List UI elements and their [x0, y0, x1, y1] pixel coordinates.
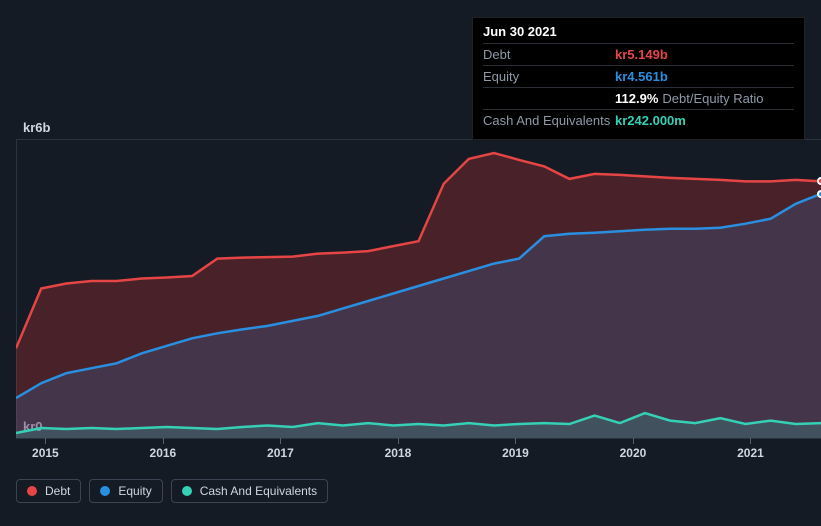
tooltip-label: Equity: [483, 69, 615, 84]
tooltip-label: Cash And Equivalents: [483, 113, 615, 128]
legend: Debt Equity Cash And Equivalents: [16, 479, 328, 503]
tooltip-value-cash: kr242.000m: [615, 113, 686, 128]
legend-label: Equity: [118, 484, 151, 498]
x-tick: [633, 438, 634, 444]
tooltip-value-debt: kr5.149b: [615, 47, 668, 62]
x-axis-label: 2015: [32, 446, 59, 460]
legend-dot-icon: [182, 486, 192, 496]
x-axis-label: 2021: [737, 446, 764, 460]
tooltip-row-ratio: 112.9% Debt/Equity Ratio: [483, 87, 794, 109]
legend-item-debt[interactable]: Debt: [16, 479, 81, 503]
legend-dot-icon: [100, 486, 110, 496]
x-tick: [398, 438, 399, 444]
chart-tooltip: Jun 30 2021 Debt kr5.149b Equity kr4.561…: [472, 17, 805, 140]
tooltip-label: Debt: [483, 47, 615, 62]
tooltip-row-debt: Debt kr5.149b: [483, 43, 794, 65]
legend-item-cash[interactable]: Cash And Equivalents: [171, 479, 328, 503]
x-tick: [515, 438, 516, 444]
legend-label: Debt: [45, 484, 70, 498]
x-axis-label: 2019: [502, 446, 529, 460]
x-tick: [45, 438, 46, 444]
tooltip-row-cash: Cash And Equivalents kr242.000m: [483, 109, 794, 131]
tooltip-label: [483, 91, 615, 106]
tooltip-value-ratio: 112.9%: [615, 91, 658, 106]
area-chart[interactable]: [16, 139, 821, 438]
x-axis: 2015 2016 2017 2018 2019 2020 2021: [16, 438, 821, 468]
x-axis-label: 2016: [150, 446, 177, 460]
tooltip-row-equity: Equity kr4.561b: [483, 65, 794, 87]
series-end-marker-equity: [817, 190, 821, 198]
x-tick: [280, 438, 281, 444]
legend-item-equity[interactable]: Equity: [89, 479, 162, 503]
x-tick: [163, 438, 164, 444]
y-axis-label-max: kr6b: [23, 120, 50, 135]
legend-dot-icon: [27, 486, 37, 496]
tooltip-ratio-suffix: Debt/Equity Ratio: [662, 91, 763, 106]
x-axis-label: 2017: [267, 446, 294, 460]
x-axis-label: 2018: [385, 446, 412, 460]
series-end-marker-debt: [817, 177, 821, 185]
legend-label: Cash And Equivalents: [200, 484, 317, 498]
tooltip-date: Jun 30 2021: [483, 24, 794, 43]
tooltip-value-equity: kr4.561b: [615, 69, 668, 84]
x-tick: [750, 438, 751, 444]
x-axis-label: 2020: [620, 446, 647, 460]
